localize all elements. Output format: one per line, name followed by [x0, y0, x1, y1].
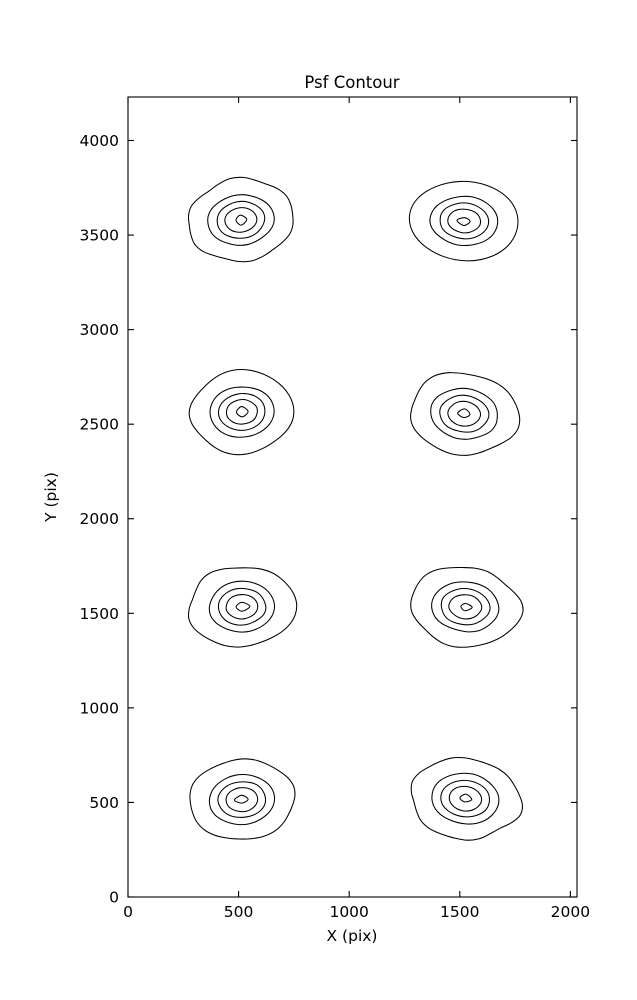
- contour-level-3: [448, 594, 483, 620]
- contour-level-2: [440, 587, 491, 626]
- y-axis-label: Y (pix): [42, 472, 60, 523]
- x-tick-label: 2000: [551, 903, 590, 921]
- contour-level-3: [224, 207, 258, 233]
- contour-level-2: [439, 394, 490, 433]
- contour-level-4: [233, 794, 249, 804]
- contour-level-2: [216, 200, 266, 239]
- contour-level-1: [429, 195, 499, 247]
- contour-level-1: [431, 772, 500, 825]
- contour-level-1: [209, 386, 275, 438]
- contour-level-1: [207, 194, 275, 246]
- y-tick-label: 2000: [80, 510, 119, 528]
- psf-contour-blob: [188, 369, 295, 456]
- contour-level-3: [447, 400, 482, 427]
- contour-level-4: [235, 601, 251, 612]
- y-axis-ticks: 0 500 1000 1500 2000 2500 3000 3500 4000: [80, 132, 577, 907]
- x-tick-label: 0: [123, 903, 133, 921]
- contour-level-3: [225, 594, 259, 620]
- contour-level-2: [217, 587, 267, 626]
- contour-level-0: [410, 756, 524, 841]
- y-tick-label: 1000: [80, 699, 119, 717]
- psf-contour-blob: [408, 180, 519, 262]
- contour-group: [187, 176, 524, 841]
- contour-level-0: [187, 567, 298, 648]
- x-tick-label: 500: [224, 903, 254, 921]
- contour-level-3: [447, 208, 482, 234]
- psf-contour-blob: [187, 176, 294, 263]
- contour-level-3: [448, 785, 483, 812]
- psf-contour-blob: [187, 567, 298, 648]
- psf-contour-blob: [410, 372, 521, 456]
- contour-level-2: [217, 392, 266, 431]
- contour-level-1: [430, 387, 498, 440]
- x-tick-label: 1000: [329, 903, 368, 921]
- contour-level-4: [235, 406, 249, 418]
- y-tick-label: 1500: [80, 605, 119, 623]
- contour-level-4: [235, 214, 248, 226]
- contour-level-2: [439, 202, 490, 240]
- contour-level-0: [188, 369, 295, 456]
- contour-level-0: [410, 372, 521, 456]
- contour-level-3: [225, 787, 259, 813]
- contour-level-4: [457, 408, 471, 419]
- contour-level-0: [410, 566, 524, 648]
- x-axis-label: X (pix): [327, 927, 378, 945]
- contour-level-4: [459, 793, 473, 803]
- contour-level-4: [456, 217, 471, 227]
- contour-level-0: [408, 180, 519, 262]
- axes-frame: [127, 96, 578, 898]
- x-tick-label: 1500: [440, 903, 479, 921]
- y-tick-label: 4000: [80, 132, 119, 150]
- contour-level-3: [225, 398, 258, 425]
- y-tick-label: 3000: [80, 321, 119, 339]
- contour-level-1: [208, 773, 276, 826]
- contour-level-1: [208, 580, 276, 633]
- y-tick-label: 0: [109, 889, 119, 907]
- y-tick-label: 500: [89, 794, 119, 812]
- y-tick-label: 3500: [80, 227, 119, 245]
- contour-level-2: [440, 779, 491, 818]
- page-title: Psf Contour: [304, 73, 399, 92]
- contour-level-2: [217, 781, 267, 818]
- contour-level-0: [187, 176, 294, 263]
- contour-level-0: [189, 758, 296, 840]
- psf-contour-blob: [410, 756, 524, 841]
- psf-contour-blob: [410, 566, 524, 648]
- psf-contour-blob: [189, 758, 296, 840]
- x-axis-ticks: 0 500 1000 1500 2000: [123, 97, 590, 921]
- contour-level-4: [460, 602, 473, 612]
- contour-level-1: [431, 581, 500, 633]
- y-tick-label: 2500: [80, 416, 119, 434]
